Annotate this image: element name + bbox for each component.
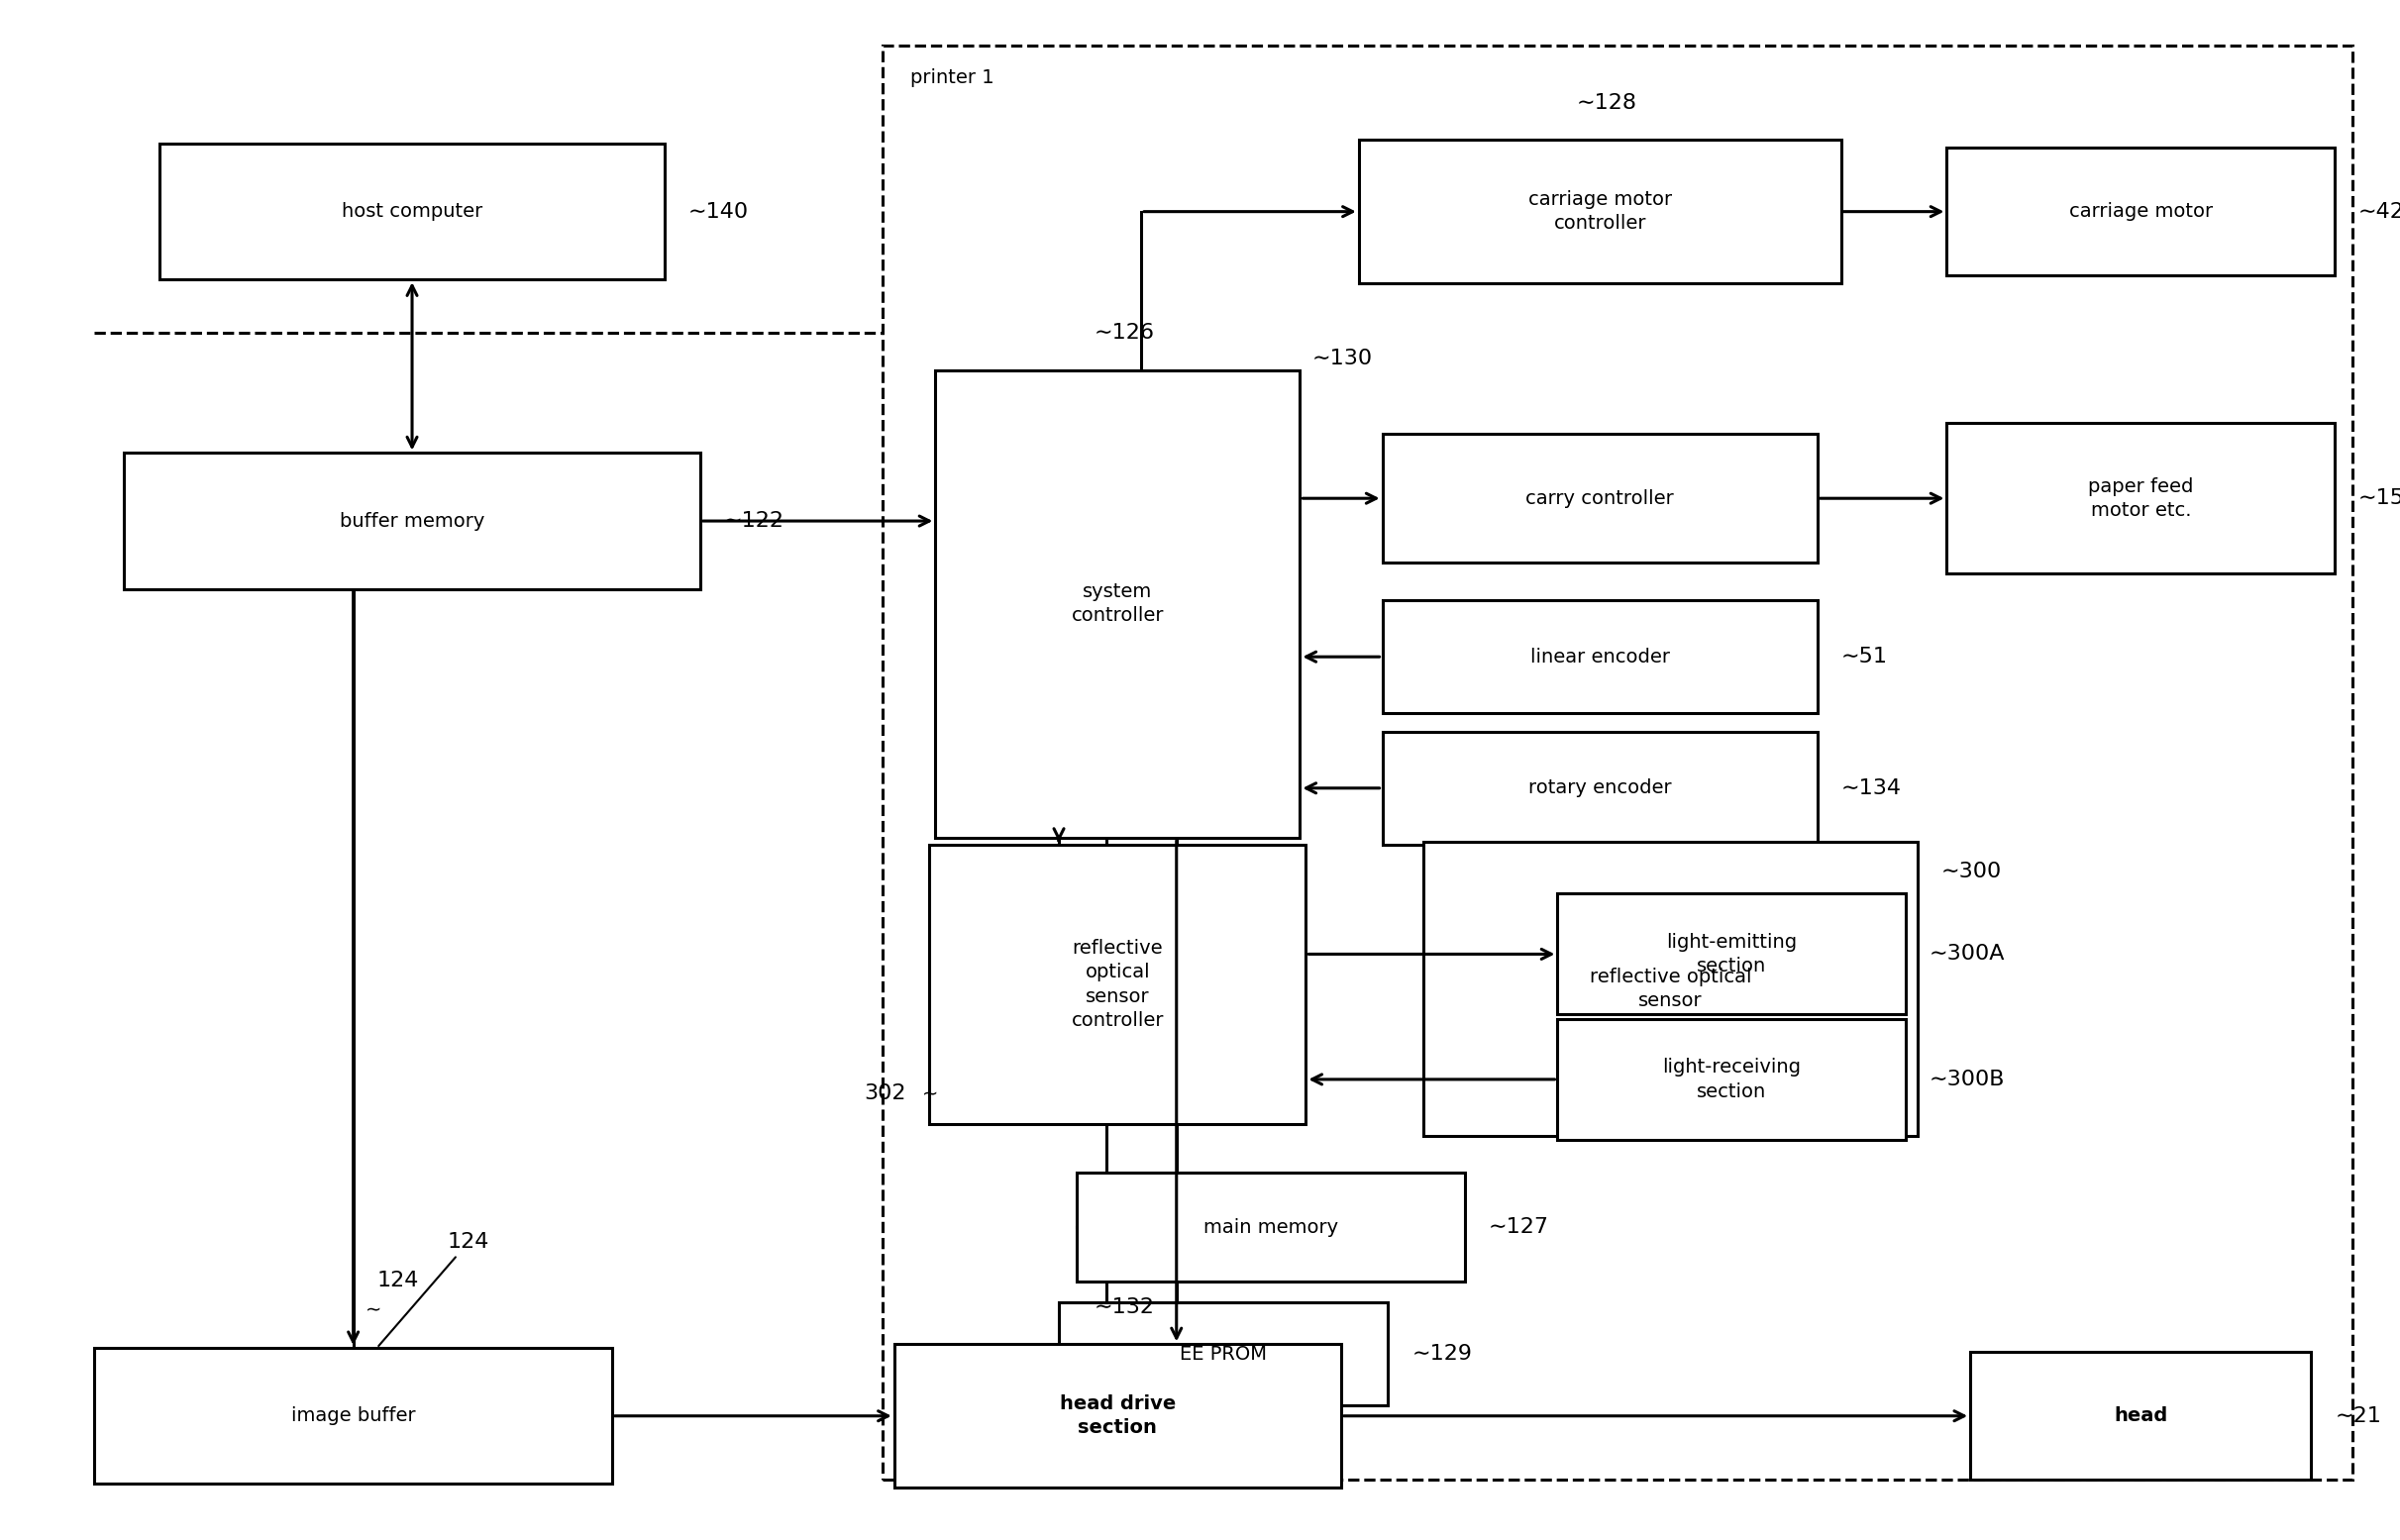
Text: carry controller: carry controller <box>1526 488 1675 508</box>
Text: reflective optical
sensor: reflective optical sensor <box>1589 967 1752 1010</box>
Text: ∼128: ∼128 <box>1577 92 1637 112</box>
Text: ∼140: ∼140 <box>689 202 749 222</box>
Text: image buffer: image buffer <box>290 1406 415 1426</box>
Text: ∼129: ∼129 <box>1411 1344 1471 1364</box>
Bar <box>1382 601 1817 713</box>
Bar <box>1423 842 1918 1137</box>
Text: reflective
optical
sensor
controller: reflective optical sensor controller <box>1070 939 1164 1030</box>
Text: ∼134: ∼134 <box>1841 778 1901 798</box>
Text: paper feed
motor etc.: paper feed motor etc. <box>2088 477 2194 521</box>
Text: ∼51: ∼51 <box>1841 647 1886 667</box>
Text: host computer: host computer <box>341 202 482 222</box>
Bar <box>1382 732 1817 845</box>
Bar <box>1382 434 1817 562</box>
Bar <box>125 453 701 588</box>
Bar <box>895 1344 1342 1488</box>
Text: ∼126: ∼126 <box>1094 323 1154 343</box>
Text: ∼300A: ∼300A <box>1930 944 2004 964</box>
Bar <box>94 1348 612 1485</box>
Text: ∼130: ∼130 <box>1313 350 1373 368</box>
Bar <box>1358 140 1841 283</box>
Bar <box>1558 893 1906 1015</box>
Bar <box>1058 1303 1387 1406</box>
Text: linear encoder: linear encoder <box>1531 647 1670 667</box>
Text: light-receiving
section: light-receiving section <box>1663 1058 1800 1101</box>
Text: buffer memory: buffer memory <box>338 511 485 530</box>
Text: 124: 124 <box>377 1270 418 1291</box>
Text: ∼42: ∼42 <box>2359 202 2400 222</box>
Bar <box>936 370 1301 838</box>
Text: 302: 302 <box>864 1084 907 1104</box>
Text: ∼132: ∼132 <box>1094 1297 1154 1317</box>
Bar <box>883 46 2352 1480</box>
Text: system
controller: system controller <box>1070 582 1164 625</box>
Bar <box>158 143 665 280</box>
Text: ∼: ∼ <box>922 1084 938 1103</box>
Text: main memory: main memory <box>1202 1218 1337 1237</box>
Text: ∼300B: ∼300B <box>1930 1069 2004 1089</box>
Text: head drive
section: head drive section <box>1061 1395 1176 1437</box>
Text: rotary encoder: rotary encoder <box>1529 779 1670 798</box>
Text: ∼21: ∼21 <box>2335 1406 2381 1426</box>
Text: ∼15: ∼15 <box>2359 488 2400 508</box>
Text: head: head <box>2114 1406 2167 1426</box>
Bar <box>1970 1352 2311 1480</box>
Text: ∼: ∼ <box>365 1301 382 1320</box>
Text: carriage motor
controller: carriage motor controller <box>1529 189 1673 233</box>
Text: ∼122: ∼122 <box>725 511 785 531</box>
Text: printer 1: printer 1 <box>910 68 994 88</box>
Bar <box>1946 424 2335 574</box>
Bar <box>1078 1173 1464 1281</box>
Text: 124: 124 <box>379 1232 490 1346</box>
Text: EE PROM: EE PROM <box>1181 1344 1267 1363</box>
Text: light-emitting
section: light-emitting section <box>1666 933 1798 975</box>
Bar <box>929 845 1306 1124</box>
Text: carriage motor: carriage motor <box>2069 202 2213 222</box>
Text: ∼127: ∼127 <box>1488 1218 1548 1237</box>
Text: ∼300: ∼300 <box>1942 862 2002 882</box>
Bar <box>1558 1019 1906 1140</box>
Bar <box>1946 148 2335 276</box>
